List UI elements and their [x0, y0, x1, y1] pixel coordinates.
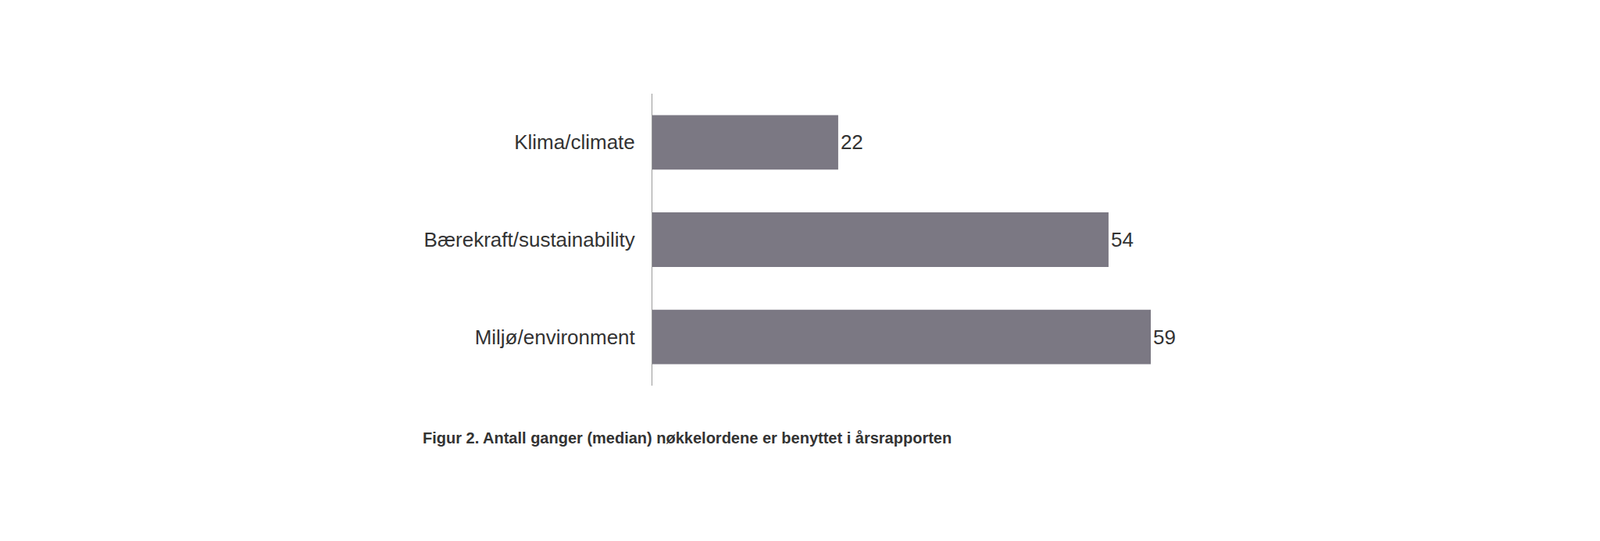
- svg-text:Bærekraft/sustainability: Bærekraft/sustainability: [424, 228, 636, 252]
- svg-text:54: 54: [1110, 228, 1134, 252]
- svg-text:Figur 2. Antall ganger (median: Figur 2. Antall ganger (median) nøkkelor…: [422, 429, 952, 447]
- svg-text:Miljø/environment: Miljø/environment: [475, 325, 636, 350]
- svg-text:Klima/climate: Klima/climate: [514, 130, 636, 154]
- svg-text:59: 59: [1153, 325, 1176, 350]
- svg-text:22: 22: [840, 130, 864, 154]
